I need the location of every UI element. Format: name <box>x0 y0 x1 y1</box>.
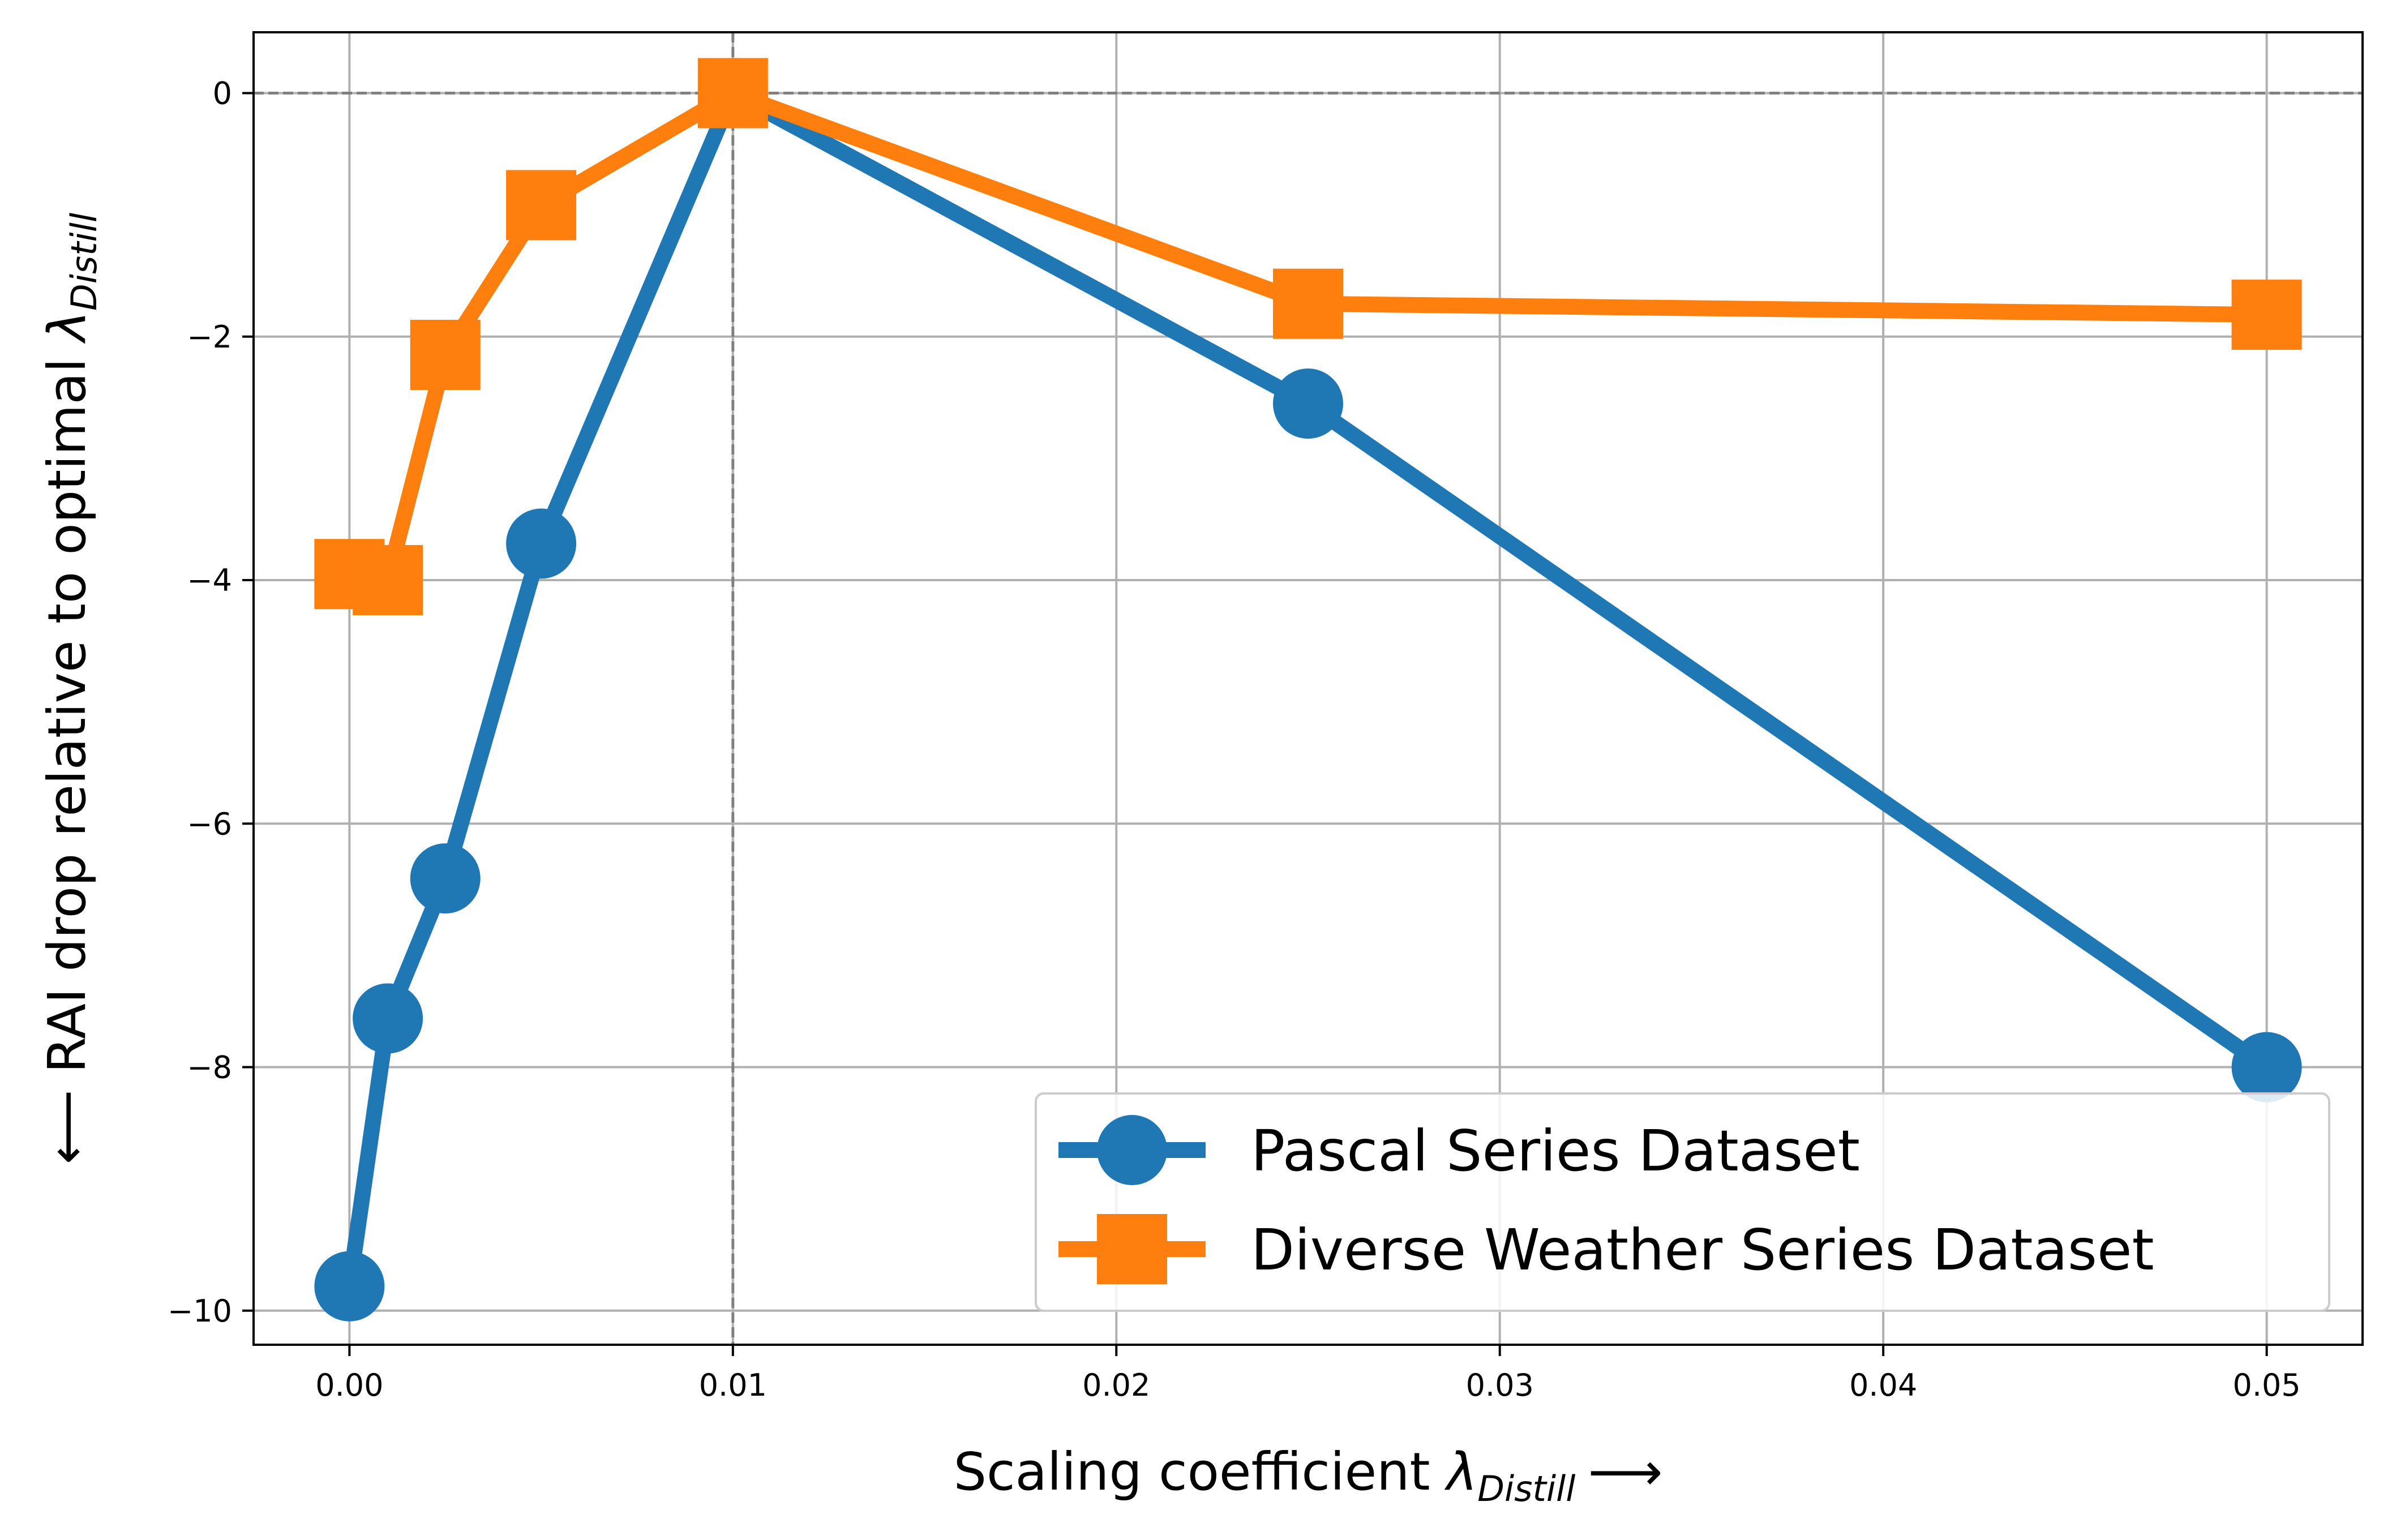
x-axis-label-main: Scaling coefficient <box>954 1442 1447 1502</box>
legend-marker-1 <box>1097 1214 1167 1284</box>
y-axis-label: ⟵ RAI drop relative to optimal λDistill <box>37 213 105 1164</box>
legend-label-0: Pascal Series Dataset <box>1251 1118 1860 1184</box>
y-tick-label-4: −8 <box>187 1050 232 1086</box>
data-point <box>1273 268 1343 339</box>
x-axis-label-arrow: ⟶ <box>1588 1442 1663 1502</box>
data-point <box>314 1251 385 1322</box>
y-tick-label-1: −2 <box>187 319 232 355</box>
reference-lines <box>254 32 2363 1345</box>
data-point <box>410 320 481 391</box>
legend-label-1: Diverse Weather Series Dataset <box>1251 1217 2154 1283</box>
x-tick-label-2: 0.02 <box>1082 1367 1150 1403</box>
y-tick-label-0: 0 <box>213 76 232 111</box>
y-axis-label-symbol: λ <box>37 311 97 344</box>
y-axis-label-main: RAI drop relative to optimal <box>37 341 97 1089</box>
data-point <box>697 58 768 128</box>
data-point <box>353 983 423 1054</box>
y-axis-label-subscript: Distill <box>63 213 105 311</box>
y-tick-label-5: −10 <box>168 1293 232 1329</box>
x-axis-label-symbol: λ <box>1444 1442 1477 1502</box>
data-point <box>353 545 423 616</box>
x-tick-label-3: 0.03 <box>1466 1367 1534 1403</box>
legend: Pascal Series Dataset Diverse Weather Ser… <box>1035 1092 2330 1312</box>
legend-entry-0: Pascal Series Dataset <box>1058 1115 1860 1185</box>
x-tick-label-0: 0.00 <box>315 1367 383 1403</box>
series-layer <box>314 58 2302 1322</box>
axis-ticks: 0.00 0.01 0.02 0.03 0.04 0.05 0 −2 −4 −6 −8 −10 <box>168 76 2301 1403</box>
series-1 <box>314 58 2302 616</box>
legend-entries: Pascal Series Dataset Diverse Weather Ser… <box>1058 1115 2154 1284</box>
legend-marker-0 <box>1097 1115 1167 1185</box>
x-tick-label-4: 0.04 <box>1849 1367 1917 1403</box>
x-tick-label-1: 0.01 <box>699 1367 767 1403</box>
y-tick-label-3: −6 <box>187 806 232 842</box>
x-axis-label: Scaling coefficient λDistill ⟶ <box>954 1442 1663 1509</box>
legend-entry-1: Diverse Weather Series Dataset <box>1058 1214 2154 1284</box>
data-point <box>2231 280 2302 350</box>
y-tick-label-2: −4 <box>187 563 232 598</box>
y-axis-label-arrow: ⟵ <box>37 1089 97 1164</box>
plot-frame <box>252 31 2364 1346</box>
data-point <box>506 170 577 241</box>
x-axis-label-subscript: Distill <box>1477 1468 1575 1509</box>
data-point <box>410 843 481 914</box>
data-point <box>506 508 577 579</box>
x-tick-label-5: 0.05 <box>2233 1367 2301 1403</box>
data-point <box>2231 1032 2302 1103</box>
data-point <box>1273 368 1343 439</box>
legend-box <box>1035 1092 2330 1312</box>
